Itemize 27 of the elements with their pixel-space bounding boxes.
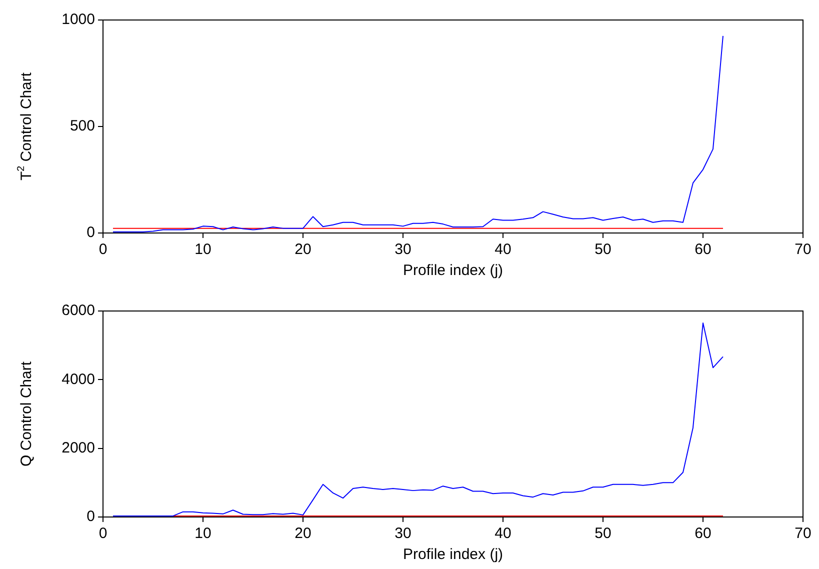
y-tick-label: 1000 — [62, 11, 95, 28]
x-tick-label: 60 — [694, 525, 712, 542]
x-tick-label: 70 — [794, 241, 812, 258]
y-axis-title: Q Control Chart — [18, 360, 35, 467]
x-axis-title: Profile index (j) — [402, 262, 504, 280]
x-tick-label: 50 — [594, 525, 612, 542]
y-tick-label: 6000 — [62, 302, 95, 320]
x-tick-label: 70 — [794, 525, 812, 542]
x-tick-label: 30 — [394, 525, 412, 542]
x-tick-label: 30 — [394, 241, 412, 258]
x-tick-label: 0 — [98, 241, 108, 258]
x-tick-label: 40 — [494, 241, 512, 258]
x-tick-label: 60 — [694, 241, 712, 258]
x-tick-label: 50 — [594, 241, 612, 258]
x-tick-label: 40 — [494, 525, 512, 542]
x-tick-label: 20 — [294, 241, 312, 258]
y-tick-label: 500 — [70, 118, 95, 135]
y-tick-label: 0 — [86, 508, 95, 526]
y-tick-label: 0 — [86, 224, 95, 242]
y-tick-label: 4000 — [62, 370, 95, 388]
x-tick-label: 0 — [98, 525, 108, 542]
x-tick-label: 10 — [194, 241, 212, 258]
y-tick-label: 2000 — [62, 439, 95, 456]
x-tick-label: 10 — [194, 525, 212, 542]
x-tick-label: 20 — [294, 525, 312, 542]
x-axis-title: Profile index (j) — [402, 546, 504, 564]
y-axis-title: T2 Control Chart — [16, 72, 35, 181]
